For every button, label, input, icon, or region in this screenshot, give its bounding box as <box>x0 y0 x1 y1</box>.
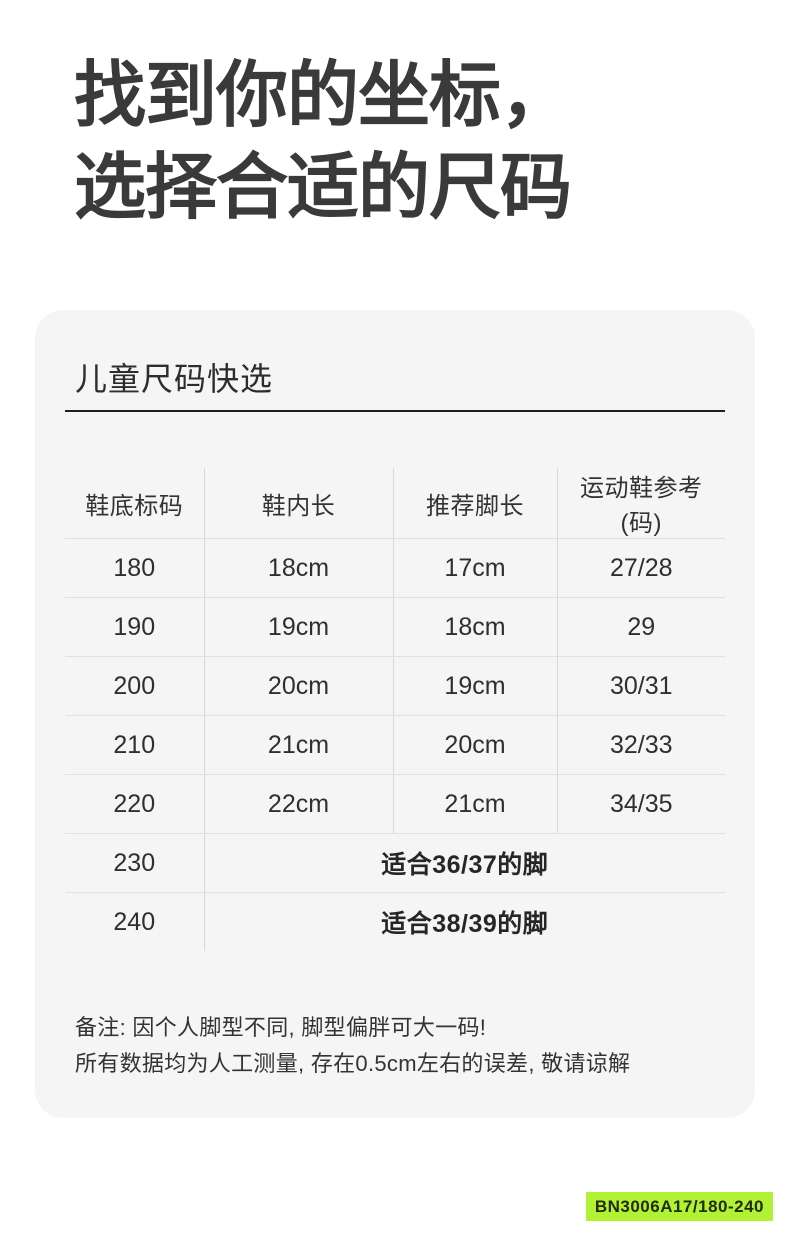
table-row: 220 22cm 21cm 34/35 <box>65 774 725 834</box>
table-cell: 21cm <box>393 774 558 834</box>
table-cell: 220 <box>65 774 205 834</box>
table-cell: 34/35 <box>557 774 725 834</box>
table-cell: 32/33 <box>557 715 725 775</box>
title-divider <box>65 410 725 412</box>
table-cell: 30/31 <box>557 656 725 716</box>
table-cell: 20cm <box>204 656 394 716</box>
table-cell: 27/28 <box>557 538 725 598</box>
size-table: 鞋底标码 鞋内长 推荐脚长 运动鞋参考 (码) 180 18cm 17cm 27/28 190… <box>65 468 725 951</box>
size-table-body: 180 18cm 17cm 27/28 190 19cm 18cm 29 200 20cm 19cm… <box>65 538 725 951</box>
card-title: 儿童尺码快选 <box>75 361 274 397</box>
table-cell: 17cm <box>393 538 558 598</box>
page-title-line1: 找到你的坐标， <box>74 56 572 136</box>
table-cell: 22cm <box>204 774 394 834</box>
table-cell: 19cm <box>393 656 558 716</box>
table-cell-merged: 适合38/39的脚 <box>381 910 549 938</box>
column-header: 鞋内长 <box>204 468 394 539</box>
footnote: 备注: 因个人脚型不同, 脚型偏胖可大一码! 所有数据均为人工测量, 存在0.5… <box>75 1010 630 1082</box>
table-cell: 190 <box>65 597 205 657</box>
table-cell: 29 <box>557 597 725 657</box>
column-header: 鞋底标码 <box>65 468 205 539</box>
footnote-line1: 备注: 因个人脚型不同, 脚型偏胖可大一码! <box>75 1015 487 1040</box>
size-guide-card: 儿童尺码快选 鞋底标码 鞋内长 推荐脚长 运动鞋参考 (码) 180 18cm 17cm 2… <box>35 310 755 1118</box>
table-cell: 180 <box>65 538 205 598</box>
table-cell: 200 <box>65 656 205 716</box>
footnote-line2: 所有数据均为人工测量, 存在0.5cm左右的误差, 敬请谅解 <box>75 1051 631 1076</box>
size-table-header-row: 鞋底标码 鞋内长 推荐脚长 运动鞋参考 (码) <box>65 468 725 539</box>
column-header: 推荐脚长 <box>393 468 558 539</box>
table-row: 210 21cm 20cm 32/33 <box>65 715 725 775</box>
table-row: 190 19cm 18cm 29 <box>65 597 725 657</box>
table-cell: 19cm <box>204 597 394 657</box>
table-cell: 240 <box>65 892 205 951</box>
table-cell: 21cm <box>204 715 394 775</box>
column-header: 运动鞋参考 (码) <box>557 468 725 539</box>
product-code-badge: BN3006A17/180-240 <box>585 1192 773 1221</box>
size-table-wrap: 鞋底标码 鞋内长 推荐脚长 运动鞋参考 (码) 180 18cm 17cm 27/28 190… <box>65 468 725 951</box>
table-row: 180 18cm 17cm 27/28 <box>65 538 725 598</box>
table-row: 230 适合36/37的脚 <box>65 833 725 893</box>
table-cell: 18cm <box>393 597 558 657</box>
table-cell: 230 <box>65 833 205 893</box>
table-cell-merged: 适合36/37的脚 <box>204 833 725 893</box>
table-cell: 210 <box>65 715 205 775</box>
table-row: 240 适合38/39的脚 <box>65 892 725 951</box>
table-row: 200 20cm 19cm 30/31 <box>65 656 725 716</box>
page-title-line2: 选择合适的尺码 <box>74 148 572 228</box>
table-cell: 18cm <box>204 538 394 598</box>
page-title: 找到你的坐标， 选择合适的尺码 <box>74 50 572 234</box>
table-cell: 20cm <box>393 715 558 775</box>
